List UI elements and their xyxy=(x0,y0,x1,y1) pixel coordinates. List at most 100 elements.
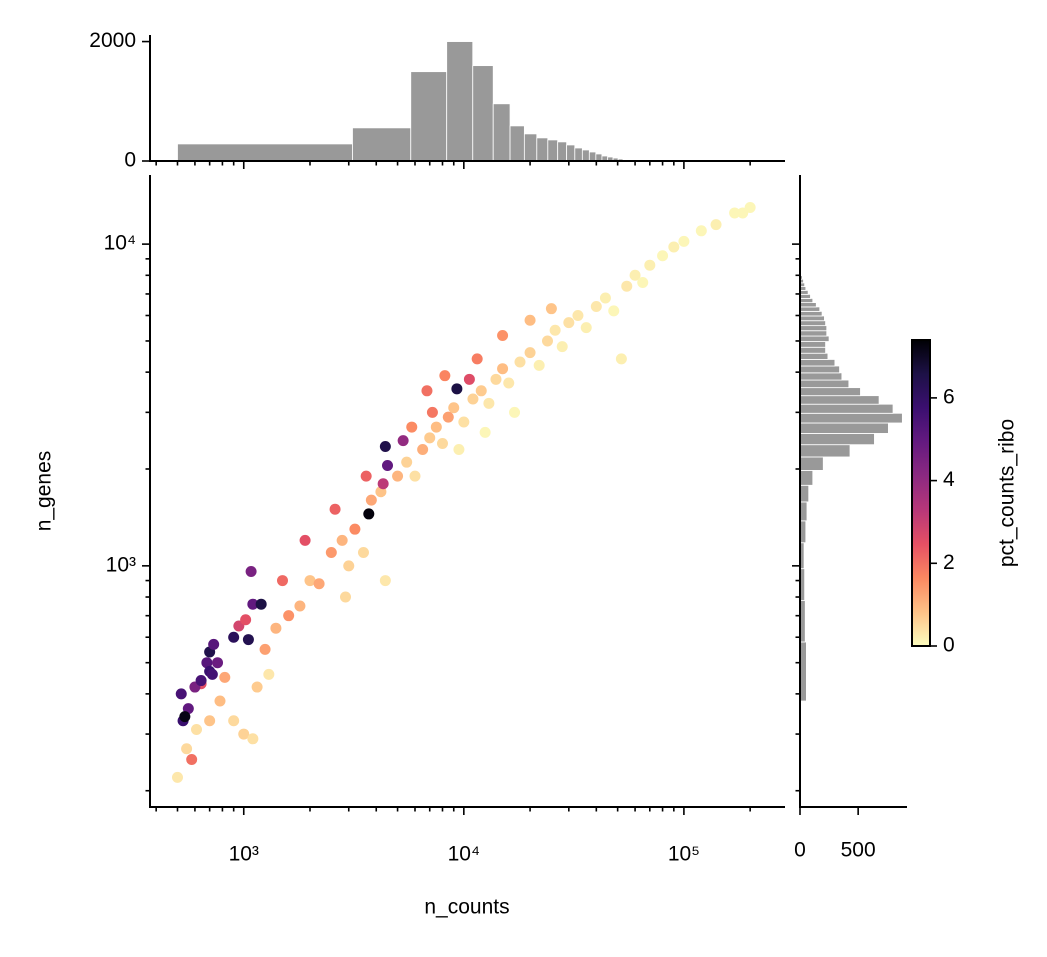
scatter-point xyxy=(366,495,377,506)
scatter-point xyxy=(294,601,305,612)
scatter-point xyxy=(392,471,403,482)
scatter-point xyxy=(563,317,574,328)
scatter-point xyxy=(361,471,372,482)
scatter-point xyxy=(181,743,192,754)
histogram-bar xyxy=(800,331,827,336)
histogram-bar xyxy=(800,347,826,353)
histogram-bar xyxy=(510,126,524,161)
scatter-point xyxy=(314,578,325,589)
histogram-bar xyxy=(800,388,860,396)
scatter-point xyxy=(464,374,475,385)
histogram-bar xyxy=(524,134,536,161)
scatter-point xyxy=(497,363,508,374)
histogram-bar xyxy=(800,307,820,311)
scatter-point xyxy=(437,438,448,449)
scatter-point xyxy=(228,715,239,726)
scatter-point xyxy=(186,754,197,765)
histogram-bar xyxy=(800,326,827,331)
scatter-point xyxy=(600,293,611,304)
colorbar-label: pct_counts_ribo xyxy=(996,419,1019,567)
x-tick-label: 10⁴ xyxy=(448,843,480,866)
scatter-point xyxy=(219,672,230,683)
histogram-bar xyxy=(411,72,447,161)
scatter-point xyxy=(243,634,254,645)
histogram-bar xyxy=(473,66,493,161)
scatter-point xyxy=(358,547,369,558)
scatter-point xyxy=(503,378,514,389)
scatter-point xyxy=(497,330,508,341)
histogram-bar xyxy=(800,342,826,348)
y-axis-label: n_genes xyxy=(33,451,56,532)
histogram-bar xyxy=(800,445,850,457)
scatter-point xyxy=(453,444,464,455)
scatter-point xyxy=(534,360,545,371)
histogram-bar xyxy=(177,144,352,161)
scatter-point xyxy=(228,632,239,643)
histogram-bar xyxy=(800,336,829,342)
scatter-point xyxy=(621,281,632,292)
scatter-point xyxy=(737,207,748,218)
y-tick-label: 10³ xyxy=(106,553,136,576)
scatter-point xyxy=(380,575,391,586)
histogram-bar xyxy=(567,145,575,161)
scatter-point xyxy=(246,566,257,577)
histogram-bar xyxy=(589,152,596,161)
scatter-point xyxy=(208,639,219,650)
histogram-bar xyxy=(800,316,824,321)
scatter-point xyxy=(490,374,501,385)
scatter-point xyxy=(330,504,341,515)
scatter-point xyxy=(172,772,183,783)
y-tick-label: 10⁴ xyxy=(104,232,136,255)
scatter-point xyxy=(212,657,223,668)
scatter-point xyxy=(616,353,627,364)
scatter-point xyxy=(525,315,536,326)
scatter-point xyxy=(270,623,281,634)
scatter-point xyxy=(637,277,648,288)
scatter-point xyxy=(668,241,679,252)
scatter-point xyxy=(263,669,274,680)
histogram-bar xyxy=(800,457,823,470)
scatter-point xyxy=(277,575,288,586)
histogram-bar xyxy=(447,42,473,161)
histogram-bar xyxy=(800,380,849,388)
scatter-point xyxy=(406,422,417,433)
scatter-point xyxy=(337,535,348,546)
histogram-bar xyxy=(800,353,828,359)
scatter-point xyxy=(550,325,561,336)
scatter-point xyxy=(546,303,557,314)
histogram-bar xyxy=(800,366,840,373)
scatter-point xyxy=(472,353,483,364)
scatter-point xyxy=(260,644,271,655)
histogram-bar xyxy=(800,303,816,307)
scatter-point xyxy=(240,614,251,625)
histogram-bar xyxy=(493,104,510,161)
scatter-point xyxy=(424,432,435,443)
histogram-bar xyxy=(800,396,879,405)
x-tick-label: 0 xyxy=(794,839,806,862)
scatter-point xyxy=(509,407,520,418)
histogram-bar xyxy=(800,321,826,326)
x-axis-label: n_counts xyxy=(424,896,509,919)
scatter-point xyxy=(380,441,391,452)
histogram-bar xyxy=(352,128,410,161)
scatter-point xyxy=(401,457,412,468)
histogram-bar xyxy=(596,154,602,161)
scatter-point xyxy=(525,347,536,358)
colorbar-tick-label: 6 xyxy=(943,385,955,408)
scatter-point xyxy=(382,460,393,471)
scatter-point xyxy=(644,260,655,271)
histogram-bar xyxy=(800,433,874,444)
scatter-point xyxy=(343,560,354,571)
scatter-point xyxy=(476,385,487,396)
histogram-bar xyxy=(575,148,583,161)
histogram-bar xyxy=(548,140,558,161)
scatter-point xyxy=(300,535,311,546)
scatter-point xyxy=(427,407,438,418)
histogram-bar xyxy=(800,423,888,433)
scatter-point xyxy=(483,398,494,409)
histogram-bar xyxy=(800,485,809,502)
histogram-bar xyxy=(558,142,567,161)
scatter-point xyxy=(480,427,491,438)
